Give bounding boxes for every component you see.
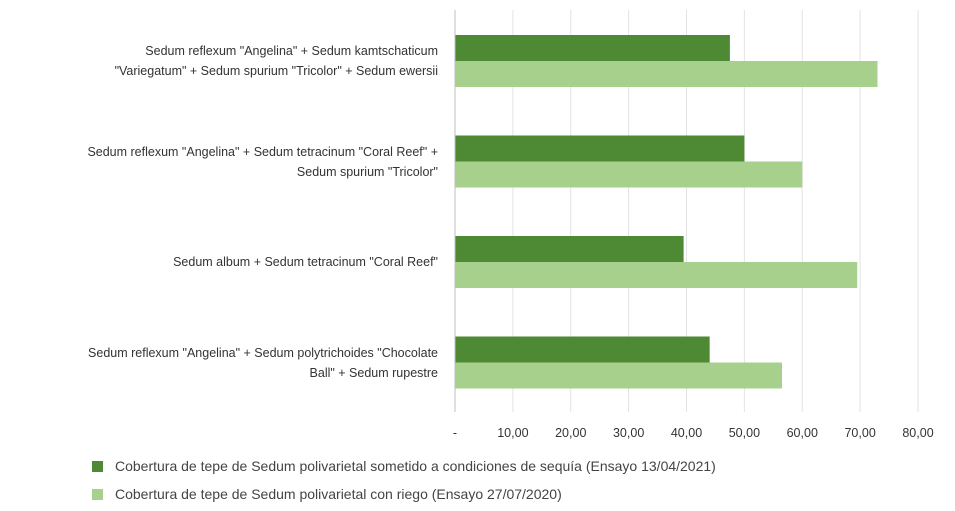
legend-item-sequia: Cobertura de tepe de Sedum polivarietal …	[92, 458, 716, 474]
category-label-line: "Variegatum" + Sedum spurium "Tricolor" …	[114, 64, 438, 78]
bar-riego	[455, 262, 858, 288]
category-label-line: Sedum reflexum "Angelina" + Sedum polytr…	[88, 345, 438, 360]
bar-riego	[455, 61, 878, 87]
x-tick-label: 20,00	[555, 426, 586, 440]
category-label-line: Sedum spurium "Tricolor"	[296, 164, 438, 179]
x-tick-label: 50,00	[729, 426, 760, 440]
x-tick-label: 60,00	[787, 426, 818, 440]
category-label-line: Sedum reflexum "Angelina" + Sedum kamtsc…	[145, 44, 438, 58]
x-tick-label: 70,00	[844, 426, 875, 440]
legend-swatch-riego	[92, 488, 103, 500]
category-label: Sedum album + Sedum tetracinum "Coral Re…	[0, 252, 438, 272]
category-label: Sedum reflexum "Angelina" + Sedum polytr…	[0, 343, 438, 383]
category-label-line: Sedum album + Sedum tetracinum "Coral Re…	[173, 255, 438, 269]
legend-swatch-sequia	[92, 460, 103, 472]
x-tick-label: 40,00	[671, 426, 702, 440]
x-tick-label: -	[453, 426, 457, 440]
bar-riego	[455, 362, 782, 389]
bar-sequia	[455, 135, 745, 162]
legend-item-riego: Cobertura de tepe de Sedum polivarietal …	[92, 486, 562, 502]
legend-label-riego: Cobertura de tepe de Sedum polivarietal …	[115, 486, 562, 502]
legend-label-sequia: Cobertura de tepe de Sedum polivarietal …	[115, 458, 716, 474]
category-label-line: Sedum reflexum "Angelina" + Sedum tetrac…	[87, 144, 438, 159]
bar-riego	[455, 161, 803, 188]
category-label: Sedum reflexum "Angelina" + Sedum tetrac…	[0, 142, 438, 182]
bar-sequia	[455, 236, 684, 262]
x-tick-label: 80,00	[902, 426, 933, 440]
x-tick-label: 10,00	[497, 426, 528, 440]
category-label: Sedum reflexum "Angelina" + Sedum kamtsc…	[0, 41, 438, 81]
category-label-line: Ball" + Sedum rupestre	[309, 365, 438, 380]
bar-sequia	[455, 336, 710, 363]
bar-sequia	[455, 35, 730, 61]
x-tick-label: 30,00	[613, 426, 644, 440]
